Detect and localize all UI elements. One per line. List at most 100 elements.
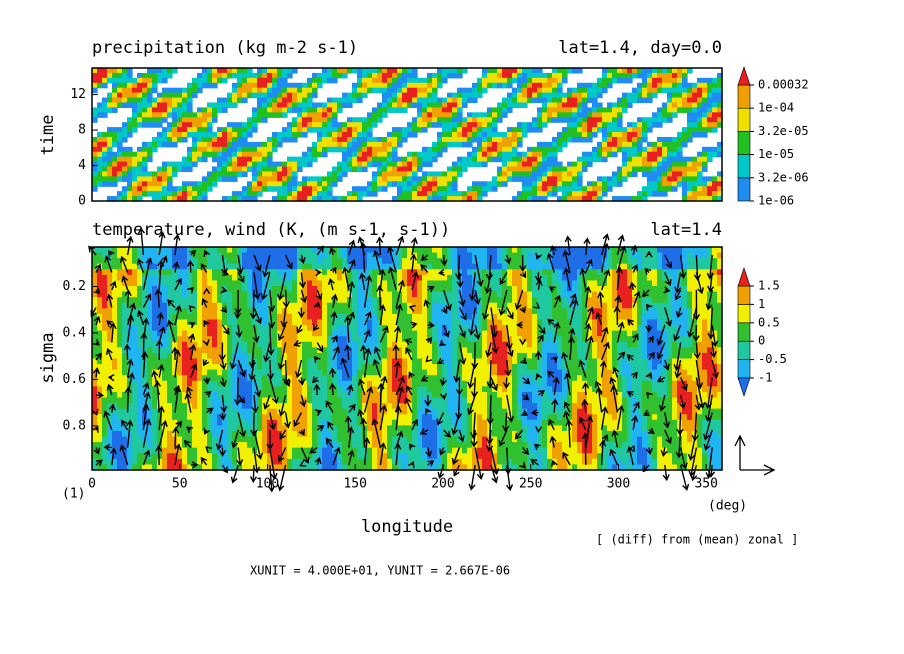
field-cell bbox=[257, 286, 263, 293]
field-cell bbox=[652, 263, 658, 270]
field-cell bbox=[692, 102, 698, 109]
field-cell bbox=[472, 82, 478, 89]
field-cell bbox=[182, 274, 188, 282]
field-cell bbox=[142, 77, 148, 84]
field-cell bbox=[497, 341, 503, 348]
field-cell bbox=[127, 308, 133, 315]
field-cell bbox=[462, 280, 468, 287]
field-cell bbox=[392, 107, 398, 113]
field-cell bbox=[717, 308, 723, 315]
field-cell bbox=[317, 280, 323, 287]
field-cell bbox=[227, 171, 233, 177]
field-cell bbox=[142, 252, 148, 259]
field-cell bbox=[167, 186, 173, 192]
field-cell bbox=[702, 122, 708, 128]
field-cell bbox=[397, 274, 403, 282]
field-cell bbox=[477, 308, 483, 315]
field-cell bbox=[517, 122, 523, 128]
field-cell bbox=[332, 247, 338, 254]
field-cell bbox=[367, 87, 373, 94]
field-cell bbox=[592, 87, 598, 94]
field-cell bbox=[657, 347, 663, 354]
field-cell bbox=[602, 336, 608, 343]
field-cell bbox=[162, 347, 168, 354]
field-cell bbox=[452, 181, 458, 187]
field-cell bbox=[582, 166, 588, 173]
field-cell bbox=[287, 127, 293, 133]
field-cell bbox=[92, 302, 98, 309]
field-cell bbox=[492, 77, 498, 84]
field-cell bbox=[522, 102, 528, 109]
field-cell bbox=[672, 186, 678, 192]
field-cell bbox=[152, 122, 158, 128]
field-cell bbox=[92, 186, 98, 192]
field-cell bbox=[632, 269, 638, 276]
field-cell bbox=[447, 274, 453, 282]
field-cell bbox=[137, 156, 143, 163]
field-cell bbox=[307, 269, 313, 276]
field-cell bbox=[577, 330, 583, 337]
field-cell bbox=[172, 325, 178, 332]
field-cell bbox=[662, 117, 668, 123]
field-cell bbox=[342, 274, 348, 282]
field-cell bbox=[552, 308, 558, 315]
field-cell bbox=[692, 347, 698, 354]
field-cell bbox=[627, 136, 633, 143]
field-cell bbox=[492, 132, 498, 138]
field-cell bbox=[402, 341, 408, 348]
contour-field bbox=[92, 247, 723, 471]
field-cell bbox=[292, 286, 298, 293]
field-cell bbox=[122, 72, 128, 79]
field-cell bbox=[437, 336, 443, 343]
field-cell bbox=[647, 127, 653, 133]
field-cell bbox=[422, 336, 428, 343]
field-cell bbox=[107, 269, 113, 276]
field-cell bbox=[662, 263, 668, 270]
field-cell bbox=[367, 308, 373, 315]
field-cell bbox=[307, 341, 313, 348]
field-cell bbox=[412, 156, 418, 163]
field-cell bbox=[647, 330, 653, 337]
field-cell bbox=[552, 151, 558, 158]
field-cell bbox=[422, 291, 428, 298]
field-cell bbox=[267, 269, 273, 276]
field-cell bbox=[317, 341, 323, 348]
field-cell bbox=[557, 247, 563, 254]
field-cell bbox=[317, 122, 323, 128]
field-cell bbox=[677, 156, 683, 163]
field-cell bbox=[667, 247, 673, 254]
field-cell bbox=[537, 291, 543, 298]
field-cell bbox=[532, 302, 538, 309]
field-cell bbox=[147, 156, 153, 163]
field-cell bbox=[532, 252, 538, 259]
field-cell bbox=[547, 117, 553, 123]
field-cell bbox=[127, 263, 133, 270]
field-cell bbox=[132, 280, 138, 287]
field-cell bbox=[457, 87, 463, 94]
field-cell bbox=[247, 151, 253, 158]
field-cell bbox=[157, 117, 163, 123]
field-cell bbox=[257, 313, 263, 321]
field-cell bbox=[117, 291, 123, 298]
field-cell bbox=[227, 286, 233, 293]
field-cell bbox=[512, 72, 518, 79]
field-cell bbox=[272, 347, 278, 354]
field-cell bbox=[707, 151, 713, 158]
field-cell bbox=[107, 247, 113, 254]
field-cell bbox=[592, 107, 598, 113]
field-cell bbox=[107, 302, 113, 309]
field-cell bbox=[472, 127, 478, 133]
field-cell bbox=[577, 68, 583, 74]
field-cell bbox=[97, 347, 103, 354]
field-cell bbox=[527, 87, 533, 94]
field-cell bbox=[637, 68, 643, 74]
field-cell bbox=[382, 151, 388, 158]
field-cell bbox=[402, 87, 408, 94]
field-cell bbox=[262, 247, 268, 254]
field-cell bbox=[687, 252, 693, 259]
field-cell bbox=[362, 146, 368, 153]
field-cell bbox=[687, 347, 693, 354]
field-cell bbox=[522, 319, 528, 326]
field-cell bbox=[627, 269, 633, 276]
field-cell bbox=[347, 161, 353, 168]
